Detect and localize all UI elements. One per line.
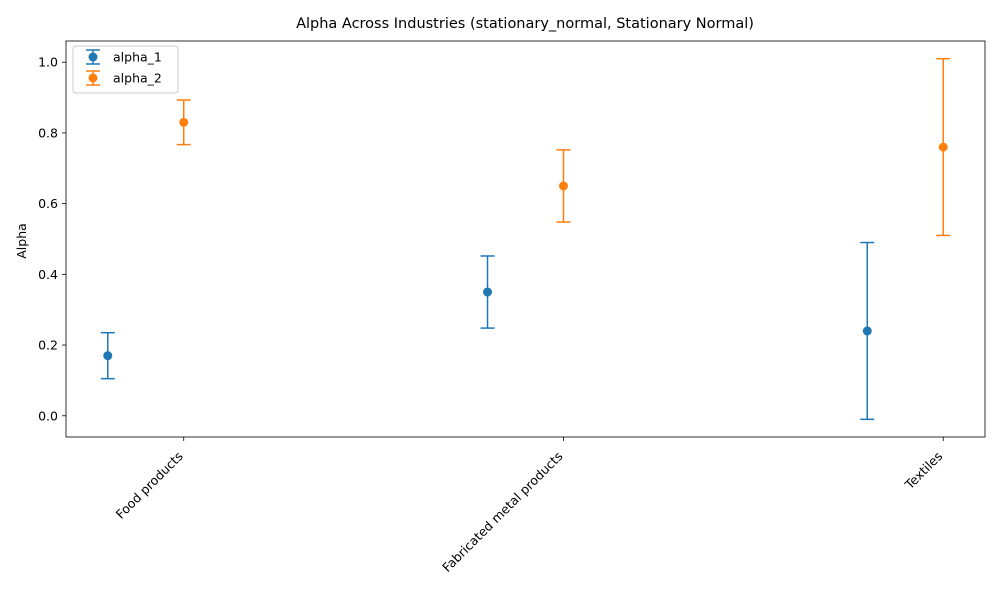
- legend-label: alpha_2: [113, 71, 162, 86]
- y-tick-label: 0.0: [38, 408, 58, 423]
- axes-frame: [65, 40, 986, 438]
- series-alpha_1: [100, 241, 875, 421]
- y-tick-label: 0.4: [38, 267, 58, 282]
- x-tick-label: Textiles: [901, 449, 945, 493]
- plot-area: [100, 57, 951, 421]
- legend-item-alpha_1: alpha_1: [86, 49, 162, 65]
- data-point: [862, 326, 872, 336]
- data-point: [483, 287, 493, 297]
- y-tick-label: 0.8: [38, 125, 58, 140]
- legend-box: [72, 45, 179, 94]
- data-point: [103, 351, 113, 361]
- legend-item-alpha_2: alpha_2: [86, 70, 162, 86]
- y-axis-label: Alpha: [14, 223, 29, 259]
- x-tick-label: Food products: [113, 449, 186, 522]
- legend-label: alpha_1: [113, 50, 162, 65]
- x-tick-label: Fabricated metal products: [439, 449, 565, 575]
- legend: alpha_1 alpha_2: [72, 45, 179, 94]
- data-point: [558, 181, 568, 191]
- y-tick-label: 1.0: [38, 55, 58, 70]
- legend-marker: [88, 52, 98, 62]
- data-point: [179, 117, 189, 127]
- chart-title: Alpha Across Industries (stationary_norm…: [296, 16, 754, 32]
- data-point: [938, 142, 948, 152]
- series-alpha_2: [176, 57, 951, 237]
- y-tick-label: 0.6: [38, 196, 58, 211]
- legend-marker: [88, 73, 98, 83]
- y-tick-label: 0.2: [38, 338, 58, 353]
